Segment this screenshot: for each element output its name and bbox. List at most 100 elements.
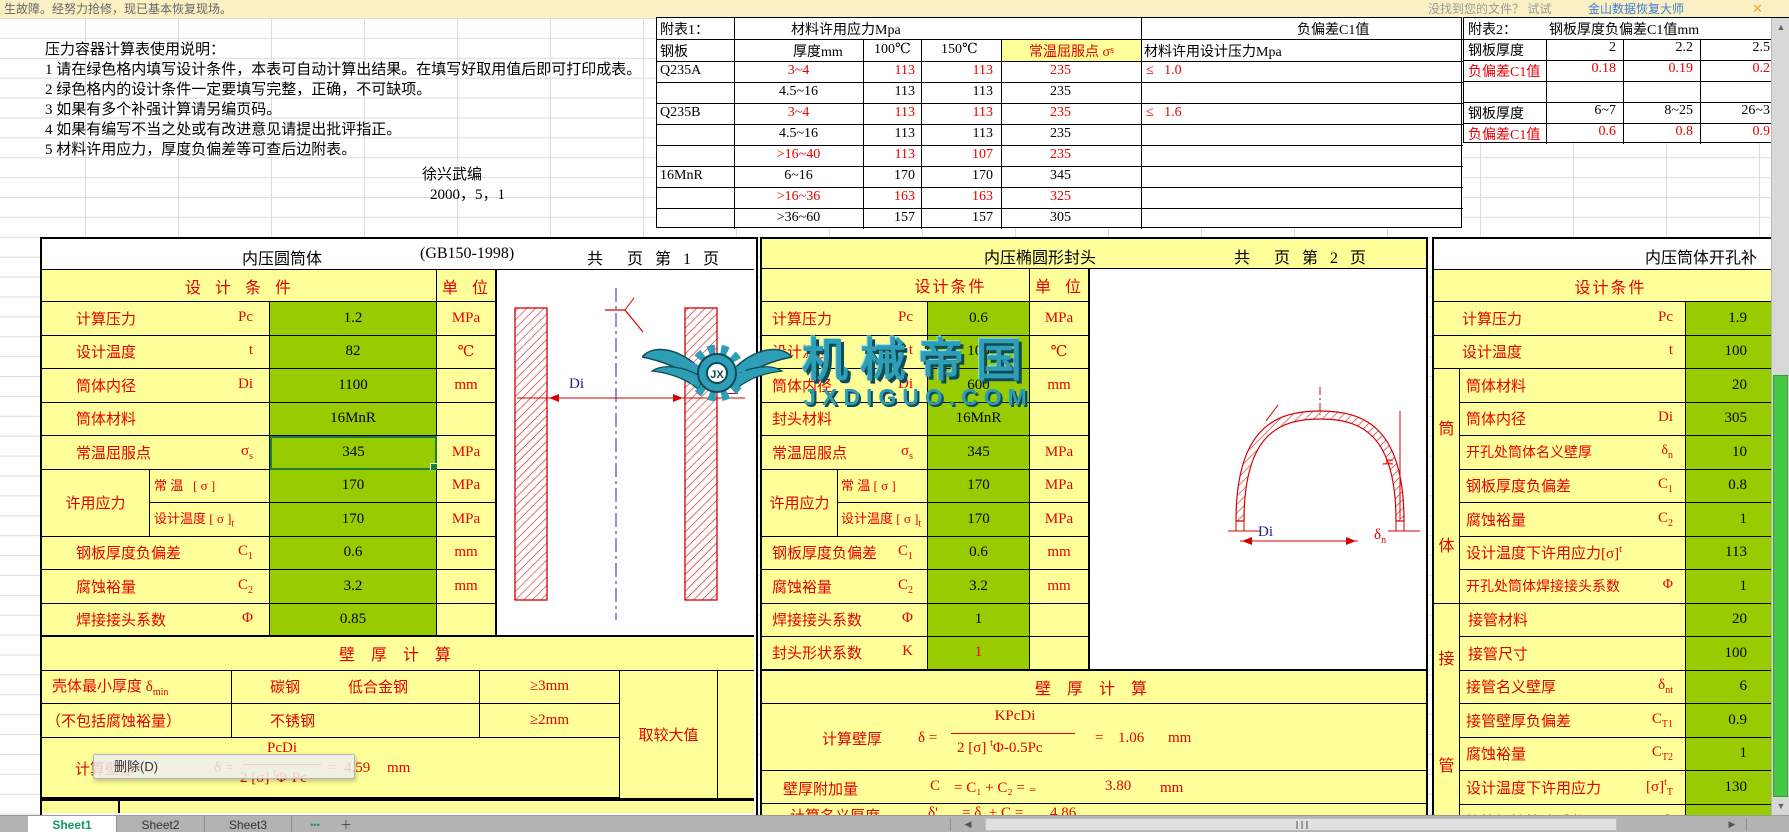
row-label: 常温屈服点: [76, 445, 152, 462]
scrollbar-thumb[interactable]: [1773, 375, 1788, 797]
input-cell[interactable]: 1: [1686, 503, 1787, 537]
input-cell[interactable]: 1: [1686, 737, 1787, 771]
head-title: 内压椭圆形封头: [984, 250, 1097, 267]
empty-cell: [718, 670, 754, 799]
input-cell[interactable]: 1: [1686, 570, 1787, 604]
selected-cell[interactable]: 345: [270, 436, 438, 471]
input-cell[interactable]: 6: [1686, 670, 1787, 704]
input-cell[interactable]: 20: [1686, 603, 1787, 637]
cell: 157: [894, 210, 915, 225]
delete-tooltip[interactable]: 删除(D): [93, 754, 355, 779]
input-cell[interactable]: 170: [270, 469, 437, 503]
input-cell[interactable]: 3.2: [270, 570, 437, 604]
row-symbol: Φ: [1662, 577, 1673, 593]
hscroll-right-button[interactable]: ▶: [1728, 819, 1736, 829]
col-header-steel: 钢板: [660, 45, 688, 60]
input-cell[interactable]: 0.6: [928, 302, 1030, 336]
cell: 157: [972, 210, 993, 225]
input-cell[interactable]: 82: [270, 335, 437, 369]
input-cell[interactable]: 100: [928, 335, 1030, 369]
input-cell[interactable]: 16MnR: [928, 402, 1030, 436]
row-label: 常温屈服点: [772, 445, 848, 462]
design-conditions-header: 设计条件: [762, 269, 1030, 302]
input-cell[interactable]: 0.6: [928, 536, 1030, 570]
banner-close-icon[interactable]: ✕: [1752, 1, 1763, 16]
banner-promo-link[interactable]: 金山数据恢复大师: [1588, 2, 1685, 16]
unit-header: 单 位: [437, 269, 497, 302]
banner-message: 生故障。经努力抢修，现已基本恢复现场。: [4, 2, 233, 16]
tab-sheet3[interactable]: Sheet3: [204, 816, 292, 832]
hscroll-grip: [1296, 821, 1298, 829]
input-cell[interactable]: 113: [1686, 536, 1787, 570]
vertical-scrollbar[interactable]: ▲ ▼: [1771, 18, 1789, 815]
head-table: 内压椭圆形封头 共 页 第 2 页 设计条件 单 位: [760, 237, 1428, 815]
input-cell[interactable]: 305: [1686, 402, 1787, 436]
input-cell[interactable]: [1686, 804, 1787, 815]
input-cell[interactable]: 170: [270, 503, 437, 537]
next-section-strip: [620, 799, 754, 813]
row-label: 筒体内径: [772, 378, 833, 395]
input-cell[interactable]: 100: [1686, 637, 1787, 671]
row-symbol: C2: [1657, 509, 1673, 529]
cylinder-page: 共 页 第 1 页: [587, 251, 720, 268]
row-symbol: σs: [901, 442, 913, 462]
tab-sheet1[interactable]: Sheet1: [28, 816, 116, 832]
input-cell[interactable]: 3.2: [928, 570, 1030, 604]
input-cell[interactable]: 1100: [270, 369, 437, 403]
input-cell[interactable]: 0.8: [1686, 469, 1787, 503]
cell: 235: [1050, 147, 1071, 162]
cylinder-standard: (GB150-1998): [420, 245, 515, 262]
input-cell[interactable]: 0.6: [270, 536, 437, 570]
cell: 16MnR: [660, 168, 703, 183]
input-cell[interactable]: 100: [1686, 335, 1787, 369]
unit-cell: MPa: [437, 503, 497, 537]
cylinder-title: 内压圆筒体: [242, 251, 323, 268]
unit-cell: [1030, 637, 1090, 671]
unit-cell: MPa: [1030, 436, 1090, 470]
cell: Q235B: [660, 105, 701, 120]
row-label: 腐蚀裕量: [76, 579, 137, 596]
input-cell[interactable]: 16MnR: [270, 402, 437, 436]
diagram-label-di: Di: [1258, 524, 1273, 540]
cell: 170: [894, 168, 915, 183]
tab-sheet2[interactable]: Sheet2: [116, 816, 204, 832]
row-label: 焊接接头系数: [772, 613, 863, 630]
hscroll-thumb[interactable]: [985, 818, 1617, 831]
unit-cell: MPa: [437, 469, 497, 503]
hscroll-left-button[interactable]: ◀: [964, 819, 972, 829]
unit-cell: mm: [1030, 536, 1090, 570]
cylinder-diagram: Di δ: [497, 269, 754, 637]
row-symbol: [σ]tT: [1646, 776, 1673, 798]
add-sheet-button[interactable]: ＋: [339, 818, 352, 832]
row-label: 设计温度 [ σ ]t: [154, 511, 235, 531]
cell: 163: [972, 189, 993, 204]
tab-list-button[interactable]: •••: [310, 819, 320, 830]
input-cell[interactable]: 170: [928, 503, 1030, 537]
unit-cell: [437, 402, 497, 436]
row-symbol: C2: [897, 576, 913, 596]
row-symbol: CT1: [1651, 710, 1673, 730]
input-cell[interactable]: 1.9: [1686, 302, 1787, 336]
row-symbol: δn: [1661, 443, 1673, 462]
input-cell[interactable]: 1: [928, 637, 1030, 671]
input-cell[interactable]: 0.85: [270, 603, 437, 637]
input-cell[interactable]: 1: [928, 603, 1030, 637]
input-cell[interactable]: 1.2: [270, 302, 437, 336]
head-page: 共 页 第 2 页: [1234, 250, 1367, 267]
input-cell[interactable]: 600: [928, 369, 1030, 403]
row-label: 常 温 [ σ ]: [841, 477, 896, 493]
input-cell[interactable]: 130: [1686, 771, 1787, 805]
input-cell[interactable]: 170: [928, 469, 1030, 503]
unit-cell: [1030, 402, 1090, 436]
scroll-down-button[interactable]: ▼: [1776, 801, 1786, 811]
cell: 6~16: [784, 168, 813, 183]
cell: 113: [894, 126, 915, 141]
scroll-up-button[interactable]: ▲: [1776, 22, 1786, 32]
input-cell[interactable]: 0.9: [1686, 704, 1787, 738]
diagram-label-delta-n: δn: [1374, 527, 1387, 546]
row-symbol: Φ: [242, 609, 253, 626]
input-cell[interactable]: 10: [1686, 436, 1787, 470]
banner-promo-text: 没找到您的文件？ 试试: [1428, 2, 1552, 16]
input-cell[interactable]: 345: [928, 436, 1030, 470]
input-cell[interactable]: 20: [1686, 369, 1787, 403]
